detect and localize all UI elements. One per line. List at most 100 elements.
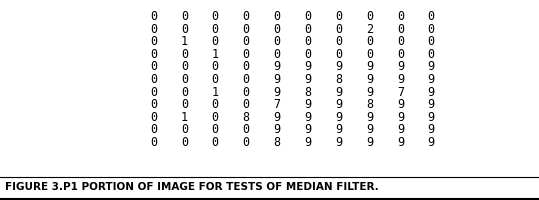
Text: 9: 9: [397, 123, 404, 136]
Text: 0: 0: [150, 10, 157, 23]
Text: 0: 0: [150, 35, 157, 48]
Text: 0: 0: [150, 111, 157, 124]
Text: 9: 9: [335, 60, 342, 73]
Text: 9: 9: [366, 123, 373, 136]
Text: 0: 0: [243, 123, 250, 136]
Text: 0: 0: [243, 98, 250, 111]
Text: 9: 9: [427, 123, 435, 136]
Text: 9: 9: [305, 73, 312, 86]
Text: 7: 7: [273, 98, 280, 111]
Text: 9: 9: [397, 73, 404, 86]
Text: 2: 2: [366, 23, 373, 36]
Text: 0: 0: [150, 123, 157, 136]
Text: 9: 9: [273, 86, 280, 99]
Text: 0: 0: [212, 60, 219, 73]
Text: 9: 9: [427, 73, 435, 86]
Text: 9: 9: [427, 60, 435, 73]
Text: 0: 0: [397, 23, 404, 36]
Text: 0: 0: [212, 123, 219, 136]
Text: 0: 0: [181, 86, 188, 99]
Text: 8: 8: [335, 73, 342, 86]
Text: 9: 9: [335, 123, 342, 136]
Text: 0: 0: [427, 35, 435, 48]
Text: 9: 9: [305, 98, 312, 111]
Text: 0: 0: [150, 60, 157, 73]
Text: 0: 0: [427, 48, 435, 61]
Text: 0: 0: [212, 73, 219, 86]
Text: 9: 9: [397, 136, 404, 149]
Text: 9: 9: [427, 136, 435, 149]
Text: 0: 0: [243, 48, 250, 61]
Text: 1: 1: [181, 111, 188, 124]
Text: 0: 0: [305, 10, 312, 23]
Text: 9: 9: [305, 136, 312, 149]
Text: 9: 9: [273, 123, 280, 136]
Text: 9: 9: [366, 86, 373, 99]
Text: 0: 0: [150, 48, 157, 61]
Text: 9: 9: [335, 86, 342, 99]
Text: 0: 0: [243, 86, 250, 99]
Text: 1: 1: [212, 86, 219, 99]
Text: 9: 9: [366, 60, 373, 73]
Text: 8: 8: [305, 86, 312, 99]
Text: 0: 0: [212, 111, 219, 124]
Text: 9: 9: [366, 111, 373, 124]
Text: 0: 0: [335, 23, 342, 36]
Text: 0: 0: [273, 35, 280, 48]
Text: 0: 0: [150, 23, 157, 36]
Text: 0: 0: [212, 136, 219, 149]
Text: 0: 0: [181, 48, 188, 61]
Text: 9: 9: [427, 98, 435, 111]
Text: 0: 0: [212, 10, 219, 23]
Text: 9: 9: [305, 123, 312, 136]
Text: 9: 9: [335, 98, 342, 111]
Text: 0: 0: [181, 23, 188, 36]
Text: 9: 9: [305, 111, 312, 124]
Text: 0: 0: [243, 73, 250, 86]
Text: 8: 8: [273, 136, 280, 149]
Text: 9: 9: [335, 111, 342, 124]
Text: 0: 0: [181, 136, 188, 149]
Text: 0: 0: [335, 10, 342, 23]
Text: 0: 0: [335, 35, 342, 48]
Text: 9: 9: [397, 60, 404, 73]
Text: 9: 9: [366, 73, 373, 86]
Text: 7: 7: [397, 86, 404, 99]
Text: 0: 0: [181, 60, 188, 73]
Text: 0: 0: [366, 48, 373, 61]
Text: 9: 9: [273, 60, 280, 73]
Text: 0: 0: [150, 73, 157, 86]
Text: 9: 9: [335, 136, 342, 149]
Text: 0: 0: [397, 48, 404, 61]
Text: 0: 0: [150, 86, 157, 99]
Text: 0: 0: [243, 136, 250, 149]
Text: 0: 0: [181, 73, 188, 86]
Text: 0: 0: [212, 23, 219, 36]
Text: 9: 9: [366, 136, 373, 149]
Text: 0: 0: [212, 35, 219, 48]
Text: 0: 0: [335, 48, 342, 61]
Text: 0: 0: [243, 10, 250, 23]
Text: 0: 0: [366, 35, 373, 48]
Text: 0: 0: [150, 136, 157, 149]
Text: 0: 0: [273, 23, 280, 36]
Text: 1: 1: [212, 48, 219, 61]
Text: 9: 9: [273, 73, 280, 86]
Text: 0: 0: [181, 98, 188, 111]
Text: 9: 9: [273, 111, 280, 124]
Text: 0: 0: [273, 10, 280, 23]
Text: 8: 8: [243, 111, 250, 124]
Text: 0: 0: [181, 10, 188, 23]
Text: 9: 9: [427, 86, 435, 99]
Text: 0: 0: [427, 23, 435, 36]
Text: 1: 1: [181, 35, 188, 48]
Text: 9: 9: [305, 60, 312, 73]
Text: 0: 0: [366, 10, 373, 23]
Text: 0: 0: [181, 123, 188, 136]
Text: 8: 8: [366, 98, 373, 111]
Text: 9: 9: [397, 98, 404, 111]
Text: 0: 0: [243, 60, 250, 73]
Text: 0: 0: [427, 10, 435, 23]
Text: 0: 0: [397, 35, 404, 48]
Text: 9: 9: [427, 111, 435, 124]
